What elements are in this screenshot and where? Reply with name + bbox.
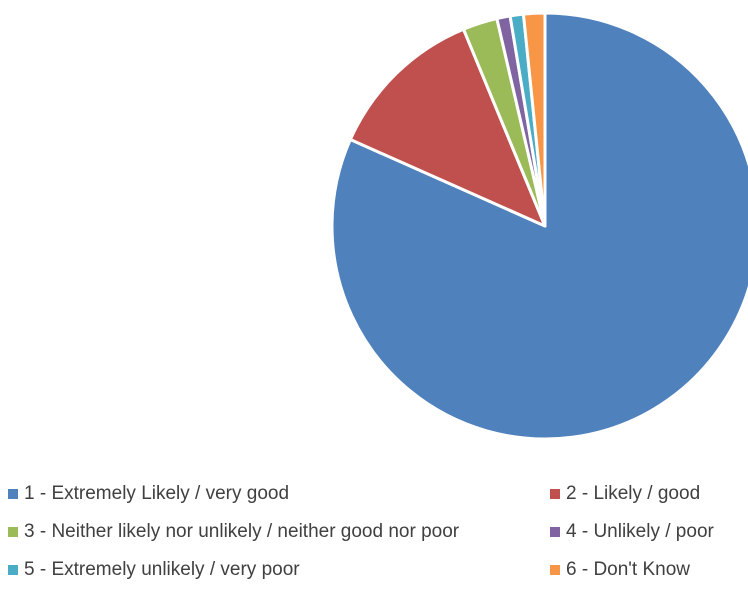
pie-slice-6 [521,11,547,228]
pie-slice-1 [330,11,748,441]
pie-chart-plot [330,11,748,441]
legend-item-2: 2 - Likely / good [550,482,700,506]
legend-item-1: 1 - Extremely Likely / very good [8,482,289,506]
legend-label-5: 5 - Extremely unlikely / very poor [24,559,300,580]
legend-label-6: 6 - Don't Know [566,559,691,580]
legend-label-3: 3 - Neither likely nor unlikely / neithe… [24,521,460,542]
legend-item-5: 5 - Extremely unlikely / very poor [8,558,300,582]
legend-item-4: 4 - Unlikely / poor [550,520,714,544]
chart-legend: 1 - Extremely Likely / very good 2 - Lik… [0,476,748,592]
legend-label-4: 4 - Unlikely / poor [566,521,714,542]
legend-item-6: 6 - Don't Know [550,558,690,582]
legend-item-3: 3 - Neither likely nor unlikely / neithe… [8,520,459,544]
pie-slice-2 [348,27,547,228]
legend-swatch-3 [8,527,18,537]
legend-swatch-5 [8,565,18,575]
legend-swatch-4 [550,527,560,537]
legend-label-1: 1 - Extremely Likely / very good [24,483,290,504]
legend-label-2: 2 - Likely / good [566,483,701,504]
legend-swatch-6 [550,565,560,575]
legend-swatch-2 [550,489,560,499]
legend-swatch-1 [8,489,18,499]
